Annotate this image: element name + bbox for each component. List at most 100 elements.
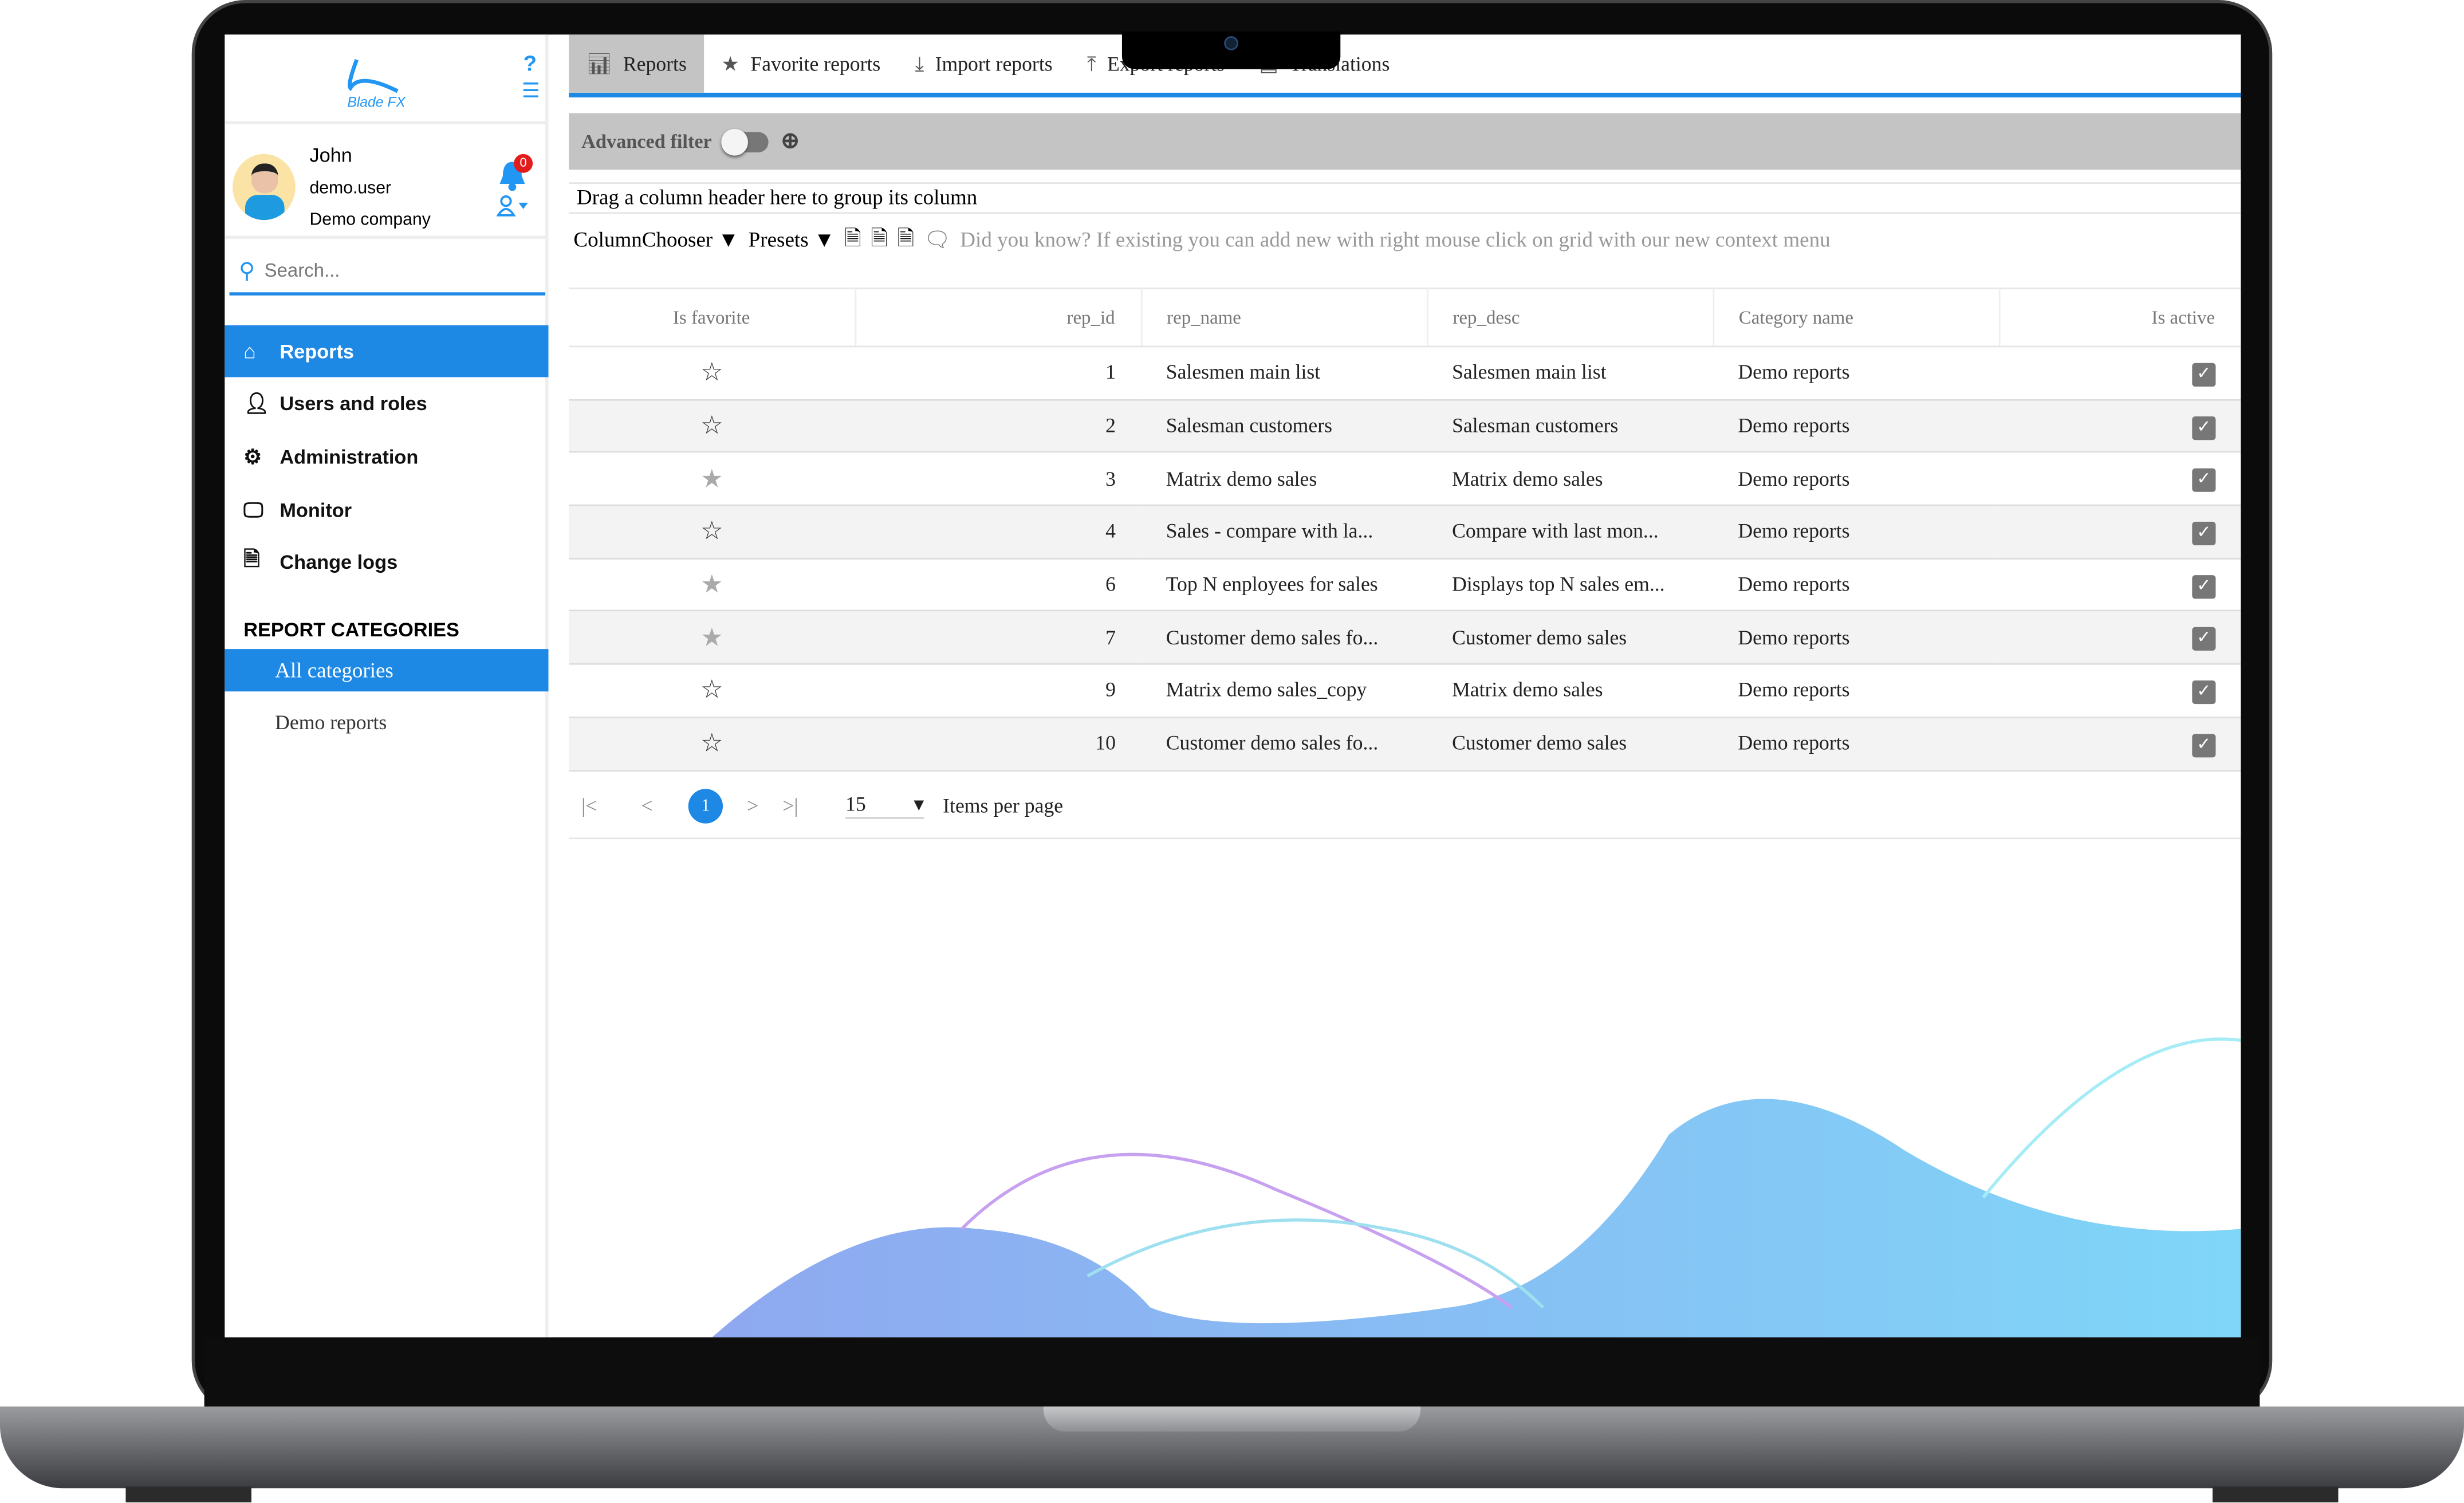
- rep-id-cell: 9: [855, 664, 1141, 718]
- last-page-button[interactable]: >|: [782, 793, 798, 817]
- page-1-button[interactable]: 1: [688, 788, 723, 823]
- sidebar-item-monitor[interactable]: 🖵 Monitor: [225, 484, 548, 536]
- table-row[interactable]: ★ 6 Top N enployees for sales Displays top …: [569, 558, 2241, 612]
- column-header[interactable]: rep_id: [855, 288, 1142, 348]
- favorite-star-icon[interactable]: ★: [569, 452, 855, 506]
- notification-badge: 0: [514, 154, 533, 173]
- table-row[interactable]: ☆ 9 Matrix demo sales_copy Matrix demo sale…: [569, 664, 2241, 718]
- is-active-checkbox[interactable]: ✓: [2192, 521, 2216, 545]
- tab-label: Favorite reports: [750, 51, 881, 75]
- column-header[interactable]: Category name: [1713, 288, 2000, 348]
- favorite-star-icon[interactable]: ☆: [569, 346, 855, 400]
- rep-desc-cell: Customer demo sales: [1427, 717, 1713, 771]
- tab-label: Import reports: [935, 51, 1053, 75]
- page-size-value: 15: [845, 792, 866, 816]
- table-row[interactable]: ☆ 4 Sales - compare with la... Compare with…: [569, 505, 2241, 560]
- user-menu-icon[interactable]: [496, 195, 531, 217]
- main-panel: 📊︎ Reports ★ Favorite reports ⤓ Import report…: [569, 34, 2241, 1337]
- sidebar-item-label: Administration: [280, 446, 419, 469]
- star-icon: ★: [721, 51, 740, 75]
- rep-id-cell: 7: [855, 611, 1141, 665]
- rep-name-cell: Salesman customers: [1140, 399, 1427, 454]
- tab-bar: 📊︎ Reports ★ Favorite reports ⤓ Import report…: [569, 34, 2241, 98]
- rep-name-cell: Customer demo sales fo...: [1140, 717, 1427, 771]
- rep-name-cell: Sales - compare with la...: [1140, 505, 1427, 560]
- is-active-checkbox[interactable]: ✓: [2192, 415, 2216, 439]
- reports-grid: Is favorite rep_id rep_name rep_desc Categor…: [569, 288, 2241, 771]
- favorite-star-icon[interactable]: ☆: [569, 505, 855, 560]
- advanced-filter-toggle[interactable]: [721, 128, 769, 155]
- sidebar-item-administration[interactable]: ⚙ Administration: [225, 431, 548, 483]
- export-pdf-icon[interactable]: 🗎: [844, 225, 861, 249]
- camera: [1224, 36, 1238, 50]
- rep-name-cell: Matrix demo sales_copy: [1140, 664, 1427, 718]
- table-row[interactable]: ☆ 1 Salesmen main list Salesmen main list De…: [569, 346, 2241, 400]
- table-row[interactable]: ★ 3 Matrix demo sales Matrix demo sales Demo…: [569, 452, 2241, 506]
- category-cell: Demo reports: [1713, 505, 1999, 560]
- laptop-foot: [2212, 1486, 2339, 1502]
- sidebar-item-label: Reports: [280, 340, 354, 363]
- sidebar: Blade FX ? ☰ John demo.user Demo company…: [225, 34, 549, 1337]
- search-input[interactable]: ⚲ Search...: [229, 248, 546, 296]
- tab-favorite-reports[interactable]: ★ Favorite reports: [704, 34, 898, 93]
- grid-toolbar: ColumnChooser ▼ Presets ▼ 🗎 🗎 🗎 🗨 Did yo…: [573, 223, 1830, 258]
- category-cell: Demo reports: [1713, 399, 1999, 454]
- column-header[interactable]: Is active: [1998, 288, 2241, 348]
- sidebar-item-reports[interactable]: ⌂ Reports: [225, 325, 549, 377]
- favorite-star-icon[interactable]: ☆: [569, 664, 855, 718]
- page-size-select[interactable]: 15 ▾: [845, 792, 924, 819]
- monitor-icon: 🖵: [243, 497, 263, 521]
- items-per-page-label: Items per page: [943, 793, 1064, 817]
- table-row[interactable]: ☆ 10 Customer demo sales fo... Customer dem…: [569, 717, 2241, 771]
- sidebar-item-label: Users and roles: [280, 393, 427, 415]
- export-excel-icon[interactable]: 🗎: [871, 225, 888, 249]
- rep-id-cell: 2: [855, 399, 1141, 454]
- avatar[interactable]: [233, 154, 296, 221]
- help-icon[interactable]: ?: [523, 50, 537, 76]
- column-header[interactable]: Is favorite: [569, 288, 856, 348]
- is-active-checkbox[interactable]: ✓: [2192, 627, 2216, 651]
- laptop-lip: [1043, 1406, 1421, 1432]
- is-active-checkbox[interactable]: ✓: [2192, 469, 2216, 493]
- dropdown-arrow-icon: ▾: [914, 792, 924, 816]
- category-all[interactable]: All categories: [225, 649, 549, 692]
- is-active-checkbox[interactable]: ✓: [2192, 680, 2216, 705]
- first-page-button[interactable]: |<: [581, 793, 597, 817]
- favorite-star-icon[interactable]: ☆: [569, 399, 855, 454]
- column-header[interactable]: rep_desc: [1427, 288, 1714, 348]
- tab-reports[interactable]: 📊︎ Reports: [569, 34, 704, 93]
- export-csv-icon[interactable]: 🗎: [897, 225, 915, 249]
- rep-desc-cell: Salesmen main list: [1427, 346, 1713, 400]
- favorite-star-icon[interactable]: ☆: [569, 717, 855, 771]
- tip-text: Did you know? If existing you can add ne…: [960, 227, 1831, 251]
- favorite-star-icon[interactable]: ★: [569, 558, 855, 612]
- prev-page-button[interactable]: <: [641, 793, 653, 817]
- rep-id-cell: 1: [855, 346, 1141, 400]
- chart-icon: 📊︎: [586, 51, 612, 75]
- group-panel[interactable]: Drag a column header here to group its c…: [569, 182, 2241, 214]
- sidebar-item-change-logs[interactable]: 🗎 Change logs: [225, 537, 548, 589]
- table-row[interactable]: ☆ 2 Salesman customers Salesman customers De…: [569, 399, 2241, 454]
- home-icon: ⌂: [243, 339, 256, 363]
- presets-button[interactable]: Presets ▼: [748, 227, 835, 251]
- column-chooser-button[interactable]: ColumnChooser ▼: [573, 227, 739, 251]
- column-header[interactable]: rep_name: [1140, 288, 1428, 348]
- rep-id-cell: 10: [855, 717, 1141, 771]
- decorative-waves: [712, 1037, 2241, 1337]
- laptop-foot: [125, 1486, 251, 1502]
- rep-name-cell: Salesmen main list: [1140, 346, 1427, 400]
- tab-import-reports[interactable]: ⤓ Import reports: [898, 34, 1069, 93]
- rep-desc-cell: Compare with last mon...: [1427, 505, 1713, 560]
- list-icon[interactable]: ☰: [521, 78, 540, 103]
- is-active-checkbox[interactable]: ✓: [2192, 575, 2216, 599]
- is-active-checkbox[interactable]: ✓: [2192, 363, 2216, 387]
- next-page-button[interactable]: >: [747, 793, 759, 817]
- rep-desc-cell: Matrix demo sales: [1427, 664, 1713, 718]
- table-row[interactable]: ★ 7 Customer demo sales fo... Customer demo…: [569, 611, 2241, 665]
- zoom-in-icon[interactable]: ⊕: [781, 129, 800, 154]
- rep-name-cell: Top N enployees for sales: [1140, 558, 1427, 612]
- favorite-star-icon[interactable]: ★: [569, 611, 855, 665]
- sidebar-item-users-and-roles[interactable]: 👤︎ Users and roles: [225, 378, 548, 430]
- category-demo-reports[interactable]: Demo reports: [275, 710, 387, 734]
- is-active-checkbox[interactable]: ✓: [2192, 733, 2216, 757]
